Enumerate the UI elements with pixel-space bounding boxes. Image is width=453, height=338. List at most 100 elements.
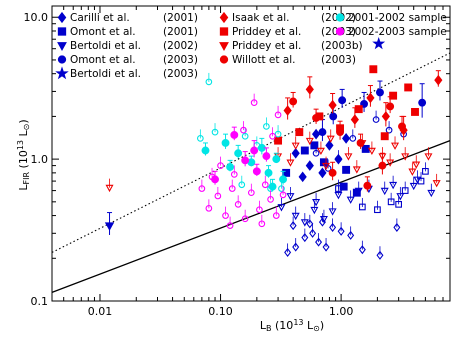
data-point bbox=[279, 175, 288, 184]
data-point bbox=[284, 247, 292, 257]
data-point bbox=[349, 135, 357, 142]
data-point bbox=[104, 222, 115, 231]
data-point bbox=[318, 128, 327, 137]
data-point bbox=[291, 147, 300, 159]
data-point bbox=[311, 128, 321, 140]
data-point bbox=[387, 198, 395, 206]
x-axis-label-sup: 13 bbox=[293, 318, 303, 327]
y-tick-label: 1.0 bbox=[31, 153, 49, 166]
data-point bbox=[263, 123, 270, 130]
data-point bbox=[352, 188, 361, 197]
data-point bbox=[277, 204, 286, 212]
data-point bbox=[282, 168, 291, 177]
data-point bbox=[346, 196, 355, 204]
data-point bbox=[413, 176, 422, 184]
data-point bbox=[226, 222, 234, 229]
legend-label: Bertoldi et al. bbox=[70, 40, 141, 52]
data-point bbox=[228, 185, 236, 192]
data-point bbox=[252, 167, 261, 176]
data-point bbox=[312, 199, 321, 207]
data-point bbox=[380, 132, 389, 141]
data-point bbox=[267, 196, 274, 203]
data-point bbox=[315, 237, 323, 247]
data-point bbox=[334, 192, 343, 200]
data-point bbox=[264, 168, 273, 177]
data-point bbox=[342, 165, 351, 174]
data-point bbox=[197, 135, 204, 142]
data-point bbox=[328, 208, 337, 216]
x-axis-label-close: ) bbox=[320, 319, 324, 332]
legend: Carilli et al. (2001) Omont et al. (2001) Be… bbox=[55, 11, 447, 80]
y-axis-label-sun: ⊙ bbox=[22, 124, 31, 131]
data-point bbox=[283, 105, 292, 116]
data-point bbox=[222, 212, 229, 219]
data-point bbox=[205, 204, 213, 212]
data-point bbox=[328, 99, 337, 111]
legend-label: Omont et al. bbox=[70, 54, 136, 66]
data-point bbox=[381, 111, 390, 122]
data-point bbox=[238, 181, 246, 189]
fit-lines bbox=[51, 52, 451, 293]
data-point bbox=[338, 96, 347, 105]
data-point bbox=[306, 219, 314, 229]
legend-year: (2003) bbox=[321, 54, 356, 66]
data-point bbox=[350, 114, 359, 125]
legend-year: (2002) bbox=[163, 40, 198, 52]
data-point bbox=[258, 220, 266, 228]
data-point bbox=[205, 78, 213, 86]
legend-label: Priddey et al. bbox=[232, 40, 301, 52]
data-point bbox=[393, 222, 401, 232]
data-point bbox=[404, 83, 413, 92]
data-point bbox=[305, 84, 314, 95]
data-point bbox=[291, 212, 300, 221]
data-point bbox=[250, 146, 259, 155]
x-tick-label: 1.00 bbox=[329, 305, 354, 318]
legend-label: Priddey et al. bbox=[232, 26, 301, 38]
data-point bbox=[374, 206, 381, 214]
data-point bbox=[347, 230, 355, 240]
data-point bbox=[286, 159, 295, 167]
data-point bbox=[322, 162, 331, 171]
data-point bbox=[356, 139, 365, 147]
legend-label: Willott et al. bbox=[232, 54, 296, 66]
x-tick-label: 0.10 bbox=[208, 305, 233, 318]
data-point bbox=[310, 141, 319, 150]
legend-marker bbox=[57, 11, 67, 24]
data-point bbox=[300, 146, 309, 155]
data-point bbox=[352, 166, 361, 174]
data-point bbox=[409, 182, 418, 191]
data-point bbox=[322, 242, 330, 252]
data-point bbox=[295, 128, 304, 137]
data-point bbox=[401, 153, 410, 161]
data-point bbox=[328, 168, 337, 177]
data-point bbox=[274, 111, 282, 119]
data-point bbox=[411, 107, 419, 116]
data-point bbox=[241, 156, 250, 165]
data-point bbox=[301, 233, 309, 243]
data-point bbox=[230, 171, 238, 178]
data-point bbox=[329, 222, 337, 232]
legend-label: Carilli et al. bbox=[70, 12, 130, 24]
data-point bbox=[339, 182, 348, 191]
data-point bbox=[378, 161, 387, 170]
data-point bbox=[342, 133, 351, 144]
data-point bbox=[367, 147, 376, 156]
y-axis-label-sup: 13 bbox=[16, 140, 25, 150]
data-point bbox=[241, 215, 249, 223]
data-point bbox=[358, 203, 366, 211]
data-point bbox=[286, 193, 295, 201]
legend-year: (2003) bbox=[163, 54, 198, 66]
y-axis-label-main: L bbox=[17, 184, 30, 191]
data-point bbox=[366, 92, 375, 104]
data-point bbox=[272, 155, 281, 164]
data-point bbox=[234, 200, 242, 208]
legend-marker bbox=[219, 11, 229, 24]
data-point bbox=[326, 135, 335, 143]
data-point bbox=[418, 98, 427, 107]
data-point bbox=[361, 144, 370, 153]
x-axis-label-tail: L bbox=[304, 319, 314, 332]
data-point bbox=[211, 128, 219, 136]
data-point bbox=[198, 185, 206, 192]
data-point bbox=[408, 168, 417, 176]
